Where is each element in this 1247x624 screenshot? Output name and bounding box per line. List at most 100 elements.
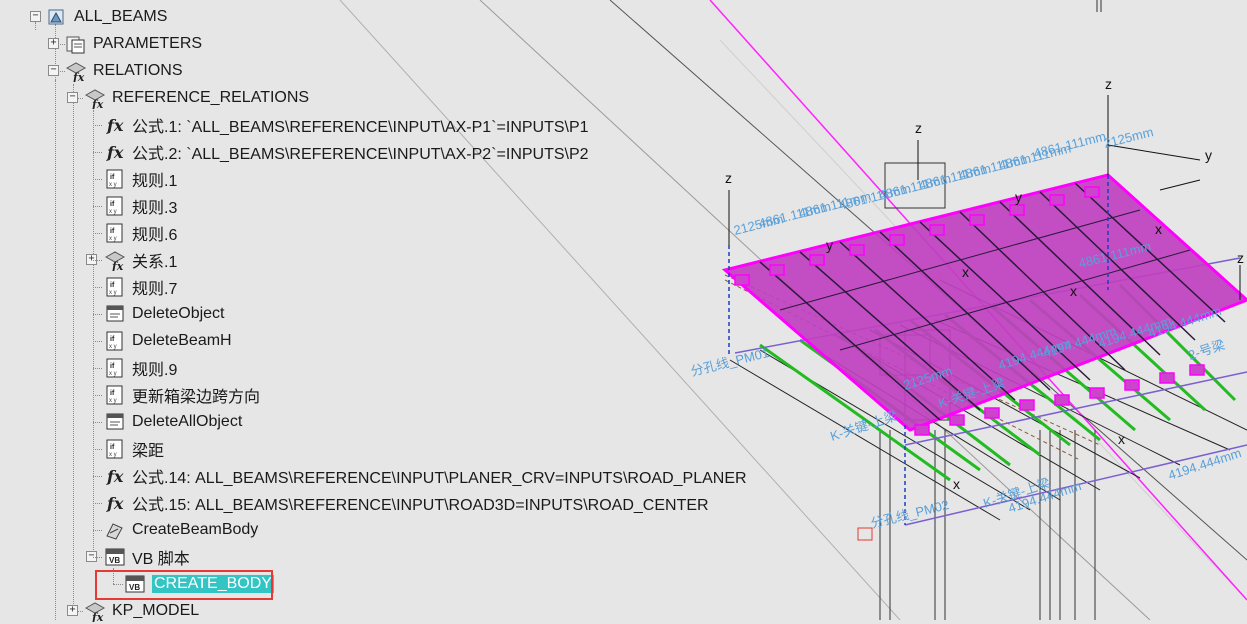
relations-icon: fx	[104, 250, 126, 271]
bridge-deck[interactable]	[721, 173, 1247, 432]
tree-node-label: 规则.6	[132, 226, 178, 244]
svg-text:x y: x y	[109, 344, 117, 350]
tree-node-label: 公式.1: `ALL_BEAMS\REFERENCE\INPUT\AX-P1`=…	[132, 118, 589, 136]
axis-label: z	[725, 170, 732, 186]
script-icon	[106, 305, 124, 321]
tree-node-reference-relations[interactable]: fx REFERENCE_RELATIONS	[84, 84, 309, 111]
axis-label: y	[1205, 147, 1212, 163]
svg-text:if: if	[110, 363, 115, 370]
dimension-label: 2125mm	[1102, 124, 1155, 151]
formula-icon: fx	[106, 116, 124, 135]
tree-node-item[interactable]: fx 公式.15: ALL_BEAMS\REFERENCE\INPUT\ROAD3…	[104, 489, 709, 516]
dimension-label: 4194.444mm	[1166, 445, 1243, 483]
axis-label: x	[1118, 431, 1125, 447]
svg-text:if: if	[110, 390, 115, 397]
tree-node-item[interactable]: fx 公式.1: `ALL_BEAMS\REFERENCE\INPUT\AX-P1…	[104, 111, 589, 138]
tree-node-item[interactable]: if x y DeleteBeamH	[104, 327, 232, 354]
tree-node-item[interactable]: VB VB 脚本	[104, 543, 190, 570]
tree-node-item[interactable]: if x y 规则.6	[104, 219, 177, 246]
tree-node-label: 公式.14: ALL_BEAMS\REFERENCE\INPUT\PLANER_…	[132, 469, 747, 487]
axis-label: y	[826, 237, 833, 253]
vb-script-collapse-toggle[interactable]: −	[86, 551, 97, 562]
tree-node-item[interactable]: fx 公式.2: `ALL_BEAMS\REFERENCE\INPUT\AX-P2…	[104, 138, 589, 165]
axis-label: x	[962, 264, 969, 280]
tree-node-item[interactable]: if x y 规则.3	[104, 192, 177, 219]
axis-label: y	[1015, 189, 1022, 205]
relations-icon: fx	[84, 88, 106, 109]
dimension-label: 2-号梁	[1186, 337, 1226, 363]
tree-node-item[interactable]: fx 公式.14: ALL_BEAMS\REFERENCE\INPUT\PLANE…	[104, 462, 747, 489]
svg-text:fx: fx	[106, 116, 124, 135]
tree-node-item[interactable]: DeleteAllObject	[104, 408, 242, 435]
svg-text:x y: x y	[109, 182, 117, 188]
tree-node-kp-model[interactable]: fx KP_MODEL	[84, 597, 199, 624]
svg-text:fx: fx	[91, 98, 104, 109]
tree-node-label: 关系.1	[132, 253, 178, 271]
tree-node-item[interactable]: if x y 梁距	[104, 435, 164, 462]
svg-text:VB: VB	[129, 583, 140, 592]
formula-icon: fx	[106, 494, 124, 513]
svg-text:fx: fx	[106, 143, 124, 162]
tree-node-item[interactable]: fx 关系.1	[104, 246, 177, 273]
tree-node-label: CREATE_BODY	[152, 574, 274, 593]
rule-icon: ifx y	[106, 277, 123, 296]
formula-icon: fx	[106, 143, 124, 162]
dimension-label: 分孔线_PM02	[869, 497, 950, 531]
svg-text:x y: x y	[109, 209, 117, 215]
tree-node-item[interactable]: if x y 规则.7	[104, 273, 177, 300]
tree-node-label: CreateBeamBody	[132, 520, 259, 538]
relations-collapse-toggle[interactable]: −	[48, 65, 59, 76]
formula-icon: fx	[106, 467, 124, 486]
reference-relations-collapse-toggle[interactable]: −	[67, 92, 78, 103]
tree-node-label: RELATIONS	[93, 61, 183, 79]
svg-text:fx: fx	[72, 71, 85, 82]
tree-node-parameters[interactable]: PARAMETERS	[65, 30, 202, 57]
tree-node-all-beams[interactable]: ALL_BEAMS	[46, 3, 167, 30]
axis-label: z	[1105, 76, 1112, 92]
svg-text:fx: fx	[111, 260, 124, 271]
relations1-expand-toggle[interactable]: +	[86, 254, 97, 265]
vb-script-icon: VB	[105, 548, 125, 565]
tree-node-label: 公式.15: ALL_BEAMS\REFERENCE\INPUT\ROAD3D=…	[132, 496, 709, 514]
vb-script-icon: VB	[125, 575, 145, 592]
axis-label: x	[953, 476, 960, 492]
tree-node-label: 公式.2: `ALL_BEAMS\REFERENCE\INPUT\AX-P2`=…	[132, 145, 589, 163]
svg-text:if: if	[110, 444, 115, 451]
rule-icon: ifx y	[106, 331, 123, 350]
svg-text:x y: x y	[109, 452, 117, 458]
rule-icon: ifx y	[106, 196, 123, 215]
tree-node-relations[interactable]: fx RELATIONS	[65, 57, 183, 84]
relations-icon: fx	[65, 61, 87, 82]
tree-node-item[interactable]: CreateBeamBody	[104, 516, 258, 543]
root-collapse-toggle[interactable]: −	[30, 11, 41, 22]
tree-node-item[interactable]: if x y 规则.9	[104, 354, 177, 381]
tree-node-label: 规则.9	[132, 361, 178, 379]
tree-node-item[interactable]: if x y 规则.1	[104, 165, 177, 192]
axis-label: x	[1155, 221, 1162, 237]
kp-model-expand-toggle[interactable]: +	[67, 605, 78, 616]
tree-node-label: PARAMETERS	[93, 34, 203, 52]
tree-node-label: REFERENCE_RELATIONS	[112, 88, 310, 106]
svg-text:x y: x y	[109, 236, 117, 242]
svg-text:fx: fx	[106, 494, 124, 513]
action-icon	[106, 522, 123, 540]
tree-node-label: 更新箱梁边跨方向	[132, 388, 261, 406]
svg-text:if: if	[110, 228, 115, 235]
axis-label: x	[1070, 283, 1077, 299]
svg-text:x y: x y	[109, 398, 117, 404]
specification-tree: − + − − + − + ALL_BEAMS PARAMETERS fx RE…	[30, 3, 747, 622]
tree-node-item[interactable]: if x y 更新箱梁边跨方向	[104, 381, 260, 408]
tree-node-item[interactable]: DeleteObject	[104, 300, 225, 327]
tree-node-create-body[interactable]: VB CREATE_BODY	[124, 570, 274, 597]
rule-icon: ifx y	[106, 385, 123, 404]
part-icon	[48, 9, 64, 24]
parameters-expand-toggle[interactable]: +	[48, 38, 59, 49]
tree-node-label: 梁距	[132, 442, 165, 460]
tree-node-label: DeleteObject	[132, 304, 225, 322]
rule-icon: ifx y	[106, 439, 123, 458]
dimension-label: 4861.111mm	[1032, 128, 1107, 160]
svg-text:if: if	[110, 174, 115, 181]
tree-node-label: VB 脚本	[132, 550, 190, 568]
svg-text:x y: x y	[109, 371, 117, 377]
